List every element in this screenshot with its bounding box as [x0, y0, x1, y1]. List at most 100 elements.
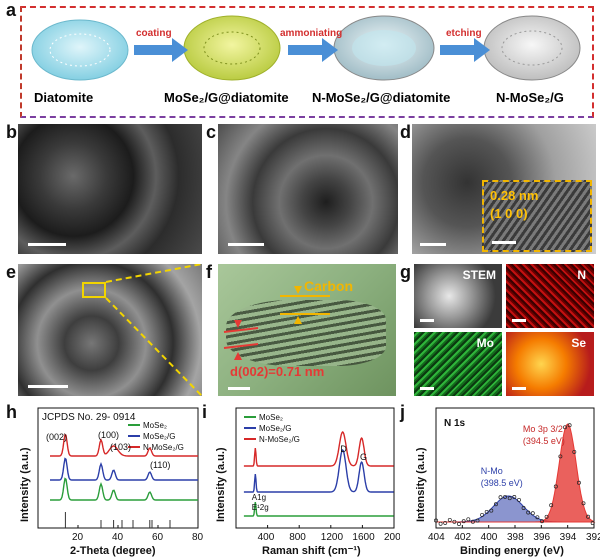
peak-annotation: N-Mo — [481, 466, 503, 476]
series-line — [243, 501, 394, 517]
panel-label-c: c — [206, 122, 217, 142]
data-point — [466, 517, 471, 522]
data-point — [480, 512, 485, 517]
scale-bar — [492, 241, 516, 244]
x-tick-label: 400 — [258, 532, 275, 543]
x-tick-label: 396 — [533, 532, 550, 543]
data-point — [563, 425, 567, 430]
data-point — [443, 520, 448, 525]
eds-map-se: Se — [506, 332, 594, 396]
x-axis-label: 2-Theta (degree) — [70, 545, 156, 557]
y-axis-label: Intensity (a.u.) — [415, 447, 427, 522]
scale-bar — [28, 243, 66, 246]
lattice-spacing-label: 0.28 nm — [490, 188, 539, 203]
plot-frame — [37, 407, 199, 529]
step-label-diatomite: Diatomite — [34, 90, 94, 105]
lattice-fringes — [226, 300, 386, 366]
scheme-border — [20, 6, 594, 118]
panel-label-a: a — [6, 0, 17, 20]
arrow-label-etching: etching — [446, 28, 482, 39]
map-label-se: Se — [571, 336, 586, 350]
data-point — [498, 495, 503, 500]
data-point — [586, 514, 591, 519]
plot-frame — [235, 407, 395, 529]
y-axis-label: Intensity (a.u.) — [19, 447, 31, 522]
xrd-chart: JCPDS No. 29- 0914 MoSe₂ MoSe₂/G N-MoSe₂/G… — [19, 407, 204, 557]
map-label-mo: Mo — [476, 336, 494, 350]
step-label-etched: N-MoSe₂/G — [496, 90, 564, 105]
data-point — [517, 497, 521, 502]
chart-title: JCPDS No. 29- 0914 — [42, 412, 136, 423]
x-tick-label: 2000 — [384, 532, 400, 543]
series-line — [243, 431, 394, 467]
data-point — [526, 510, 531, 515]
tem-image-d: 0.28 nm (1 0 0) — [412, 124, 596, 254]
scheme-drawing — [31, 15, 581, 81]
map-label-stem: STEM — [462, 268, 496, 282]
x-tick-label: 1600 — [352, 532, 375, 543]
x-tick-label: 400 — [481, 532, 498, 543]
legend-label: N-MoSe₂/G — [259, 435, 300, 444]
data-point — [512, 495, 517, 499]
data-point — [521, 506, 526, 510]
legend-label: MoSe₂/G — [143, 432, 175, 441]
legend-label: MoSe₂/G — [259, 424, 291, 433]
hrtem-inset: 0.28 nm (1 0 0) — [482, 180, 592, 252]
x-tick-label: 40 — [112, 532, 124, 543]
legend-label: N-MoSe₂/G — [143, 443, 184, 452]
eds-map-n: N — [506, 264, 594, 328]
panel-label-e: e — [6, 262, 17, 282]
data-point — [434, 518, 438, 523]
panel-label-d: d — [400, 122, 411, 142]
data-point — [567, 423, 572, 428]
peak-annotation: D — [340, 444, 347, 454]
series-line — [243, 448, 394, 493]
data-point — [503, 494, 508, 499]
series-line — [50, 477, 198, 501]
panel-label-g: g — [400, 262, 411, 282]
x-tick-label: 404 — [428, 532, 445, 543]
panel-label-h: h — [6, 402, 17, 422]
data-point — [507, 496, 512, 501]
scale-bar — [228, 387, 250, 390]
peak-annotation: E¹2g — [252, 503, 269, 512]
x-tick-label: 60 — [152, 532, 164, 543]
data-point — [475, 518, 480, 523]
legend-label: MoSe₂ — [259, 413, 283, 422]
zoom-box — [82, 282, 106, 298]
data-point — [590, 521, 595, 526]
x-tick-label: 392 — [586, 532, 600, 543]
data-point — [470, 519, 475, 524]
sem-image-c — [218, 124, 398, 254]
peak-annotation: (100) — [98, 430, 119, 440]
fringe-markers — [223, 286, 330, 360]
data-point — [447, 517, 452, 522]
peak-annotation: (103) — [110, 442, 131, 452]
data-point — [493, 502, 498, 507]
carbon-label: Carbon — [304, 278, 353, 294]
x-axis-label: Binding energy (eV) — [460, 545, 564, 557]
series-line — [50, 457, 198, 481]
peak-annotation: A1g — [252, 493, 266, 502]
arrow-label-ammoniating: ammoniating — [280, 28, 343, 39]
xps-chart: N 1s 404 402 400 398 396 394 392 N-Mo (398.5 eV… — [415, 407, 600, 557]
raman-chart: MoSe₂ MoSe₂/G N-MoSe₂/G 400 800 1200 1600 2000… — [215, 407, 400, 557]
scale-bar — [512, 319, 526, 322]
scale-bar — [228, 243, 264, 246]
panel-label-i: i — [202, 402, 208, 422]
peak-annotation: Mo 3p 3/2 — [523, 424, 563, 434]
panel-label-f: f — [206, 262, 212, 282]
hrtem-image-f: Carbon d(002)=0.71 nm — [218, 264, 396, 396]
chart-title: N 1s — [444, 418, 466, 429]
data-point — [553, 484, 558, 489]
data-point — [544, 514, 549, 519]
map-label-n: N — [577, 268, 586, 282]
peak-annotation: (394.5 eV) — [523, 436, 565, 446]
arrow-label-coating: coating — [136, 28, 172, 39]
data-point — [535, 515, 540, 520]
x-tick-label: 398 — [507, 532, 524, 543]
x-tick-label: 800 — [289, 532, 306, 543]
data-point — [558, 454, 563, 459]
sem-image-b — [18, 124, 202, 254]
x-tick-label: 80 — [192, 532, 204, 543]
